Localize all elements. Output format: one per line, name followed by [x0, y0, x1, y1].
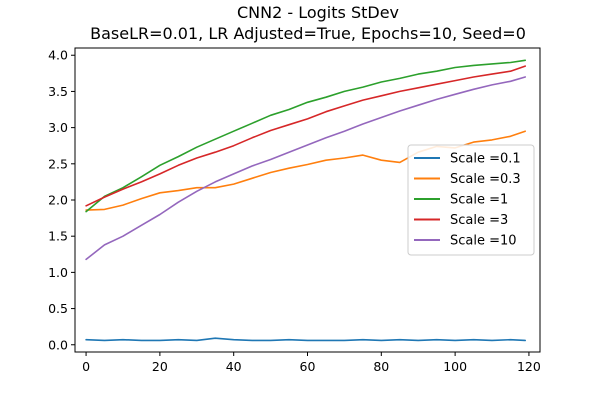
legend: Scale =0.1 Scale =0.3 Scale =1 Scale =3 Scal… — [407, 144, 535, 256]
legend-label: Scale =0.3 — [450, 172, 521, 187]
series-line-4 — [85, 76, 527, 261]
chart-title: CNN2 - Logits StDev — [237, 3, 399, 22]
legend-label: Scale =10 — [450, 234, 517, 249]
y-tick-label: 3.0 — [48, 120, 68, 135]
series-line-2 — [85, 59, 527, 213]
y-tick-label: 1.0 — [48, 265, 68, 280]
legend-label: Scale =1 — [450, 193, 508, 208]
y-tick-label: 2.0 — [48, 193, 68, 208]
y-tick-label: 0.0 — [48, 337, 68, 352]
x-tick-label: 0 — [82, 359, 90, 374]
x-tick-label: 80 — [373, 359, 389, 374]
legend-box — [407, 144, 535, 256]
series-line-3 — [85, 65, 527, 207]
legend-label: Scale =0.1 — [450, 152, 521, 167]
x-tick-label: 120 — [517, 359, 541, 374]
y-tick-label: 4.0 — [48, 48, 68, 63]
legend-label: Scale =3 — [450, 213, 508, 228]
x-axis: 0 20 40 60 80 100 120 — [82, 352, 541, 374]
x-tick-label: 40 — [226, 359, 242, 374]
chart-subtitle: BaseLR=0.01, LR Adjusted=True, Epochs=10… — [90, 24, 526, 43]
x-tick-label: 20 — [152, 359, 168, 374]
series-lines — [85, 59, 527, 342]
y-tick-label: 1.5 — [48, 229, 68, 244]
y-tick-label: 0.5 — [48, 301, 68, 316]
x-tick-label: 60 — [300, 359, 316, 374]
x-tick-label: 100 — [443, 359, 467, 374]
y-tick-label: 2.5 — [48, 156, 68, 171]
y-tick-label: 3.5 — [48, 84, 68, 99]
series-line-0 — [85, 337, 527, 342]
y-axis: 0.0 0.5 1.0 1.5 2.0 2.5 3.0 3.5 4.0 — [48, 48, 75, 352]
